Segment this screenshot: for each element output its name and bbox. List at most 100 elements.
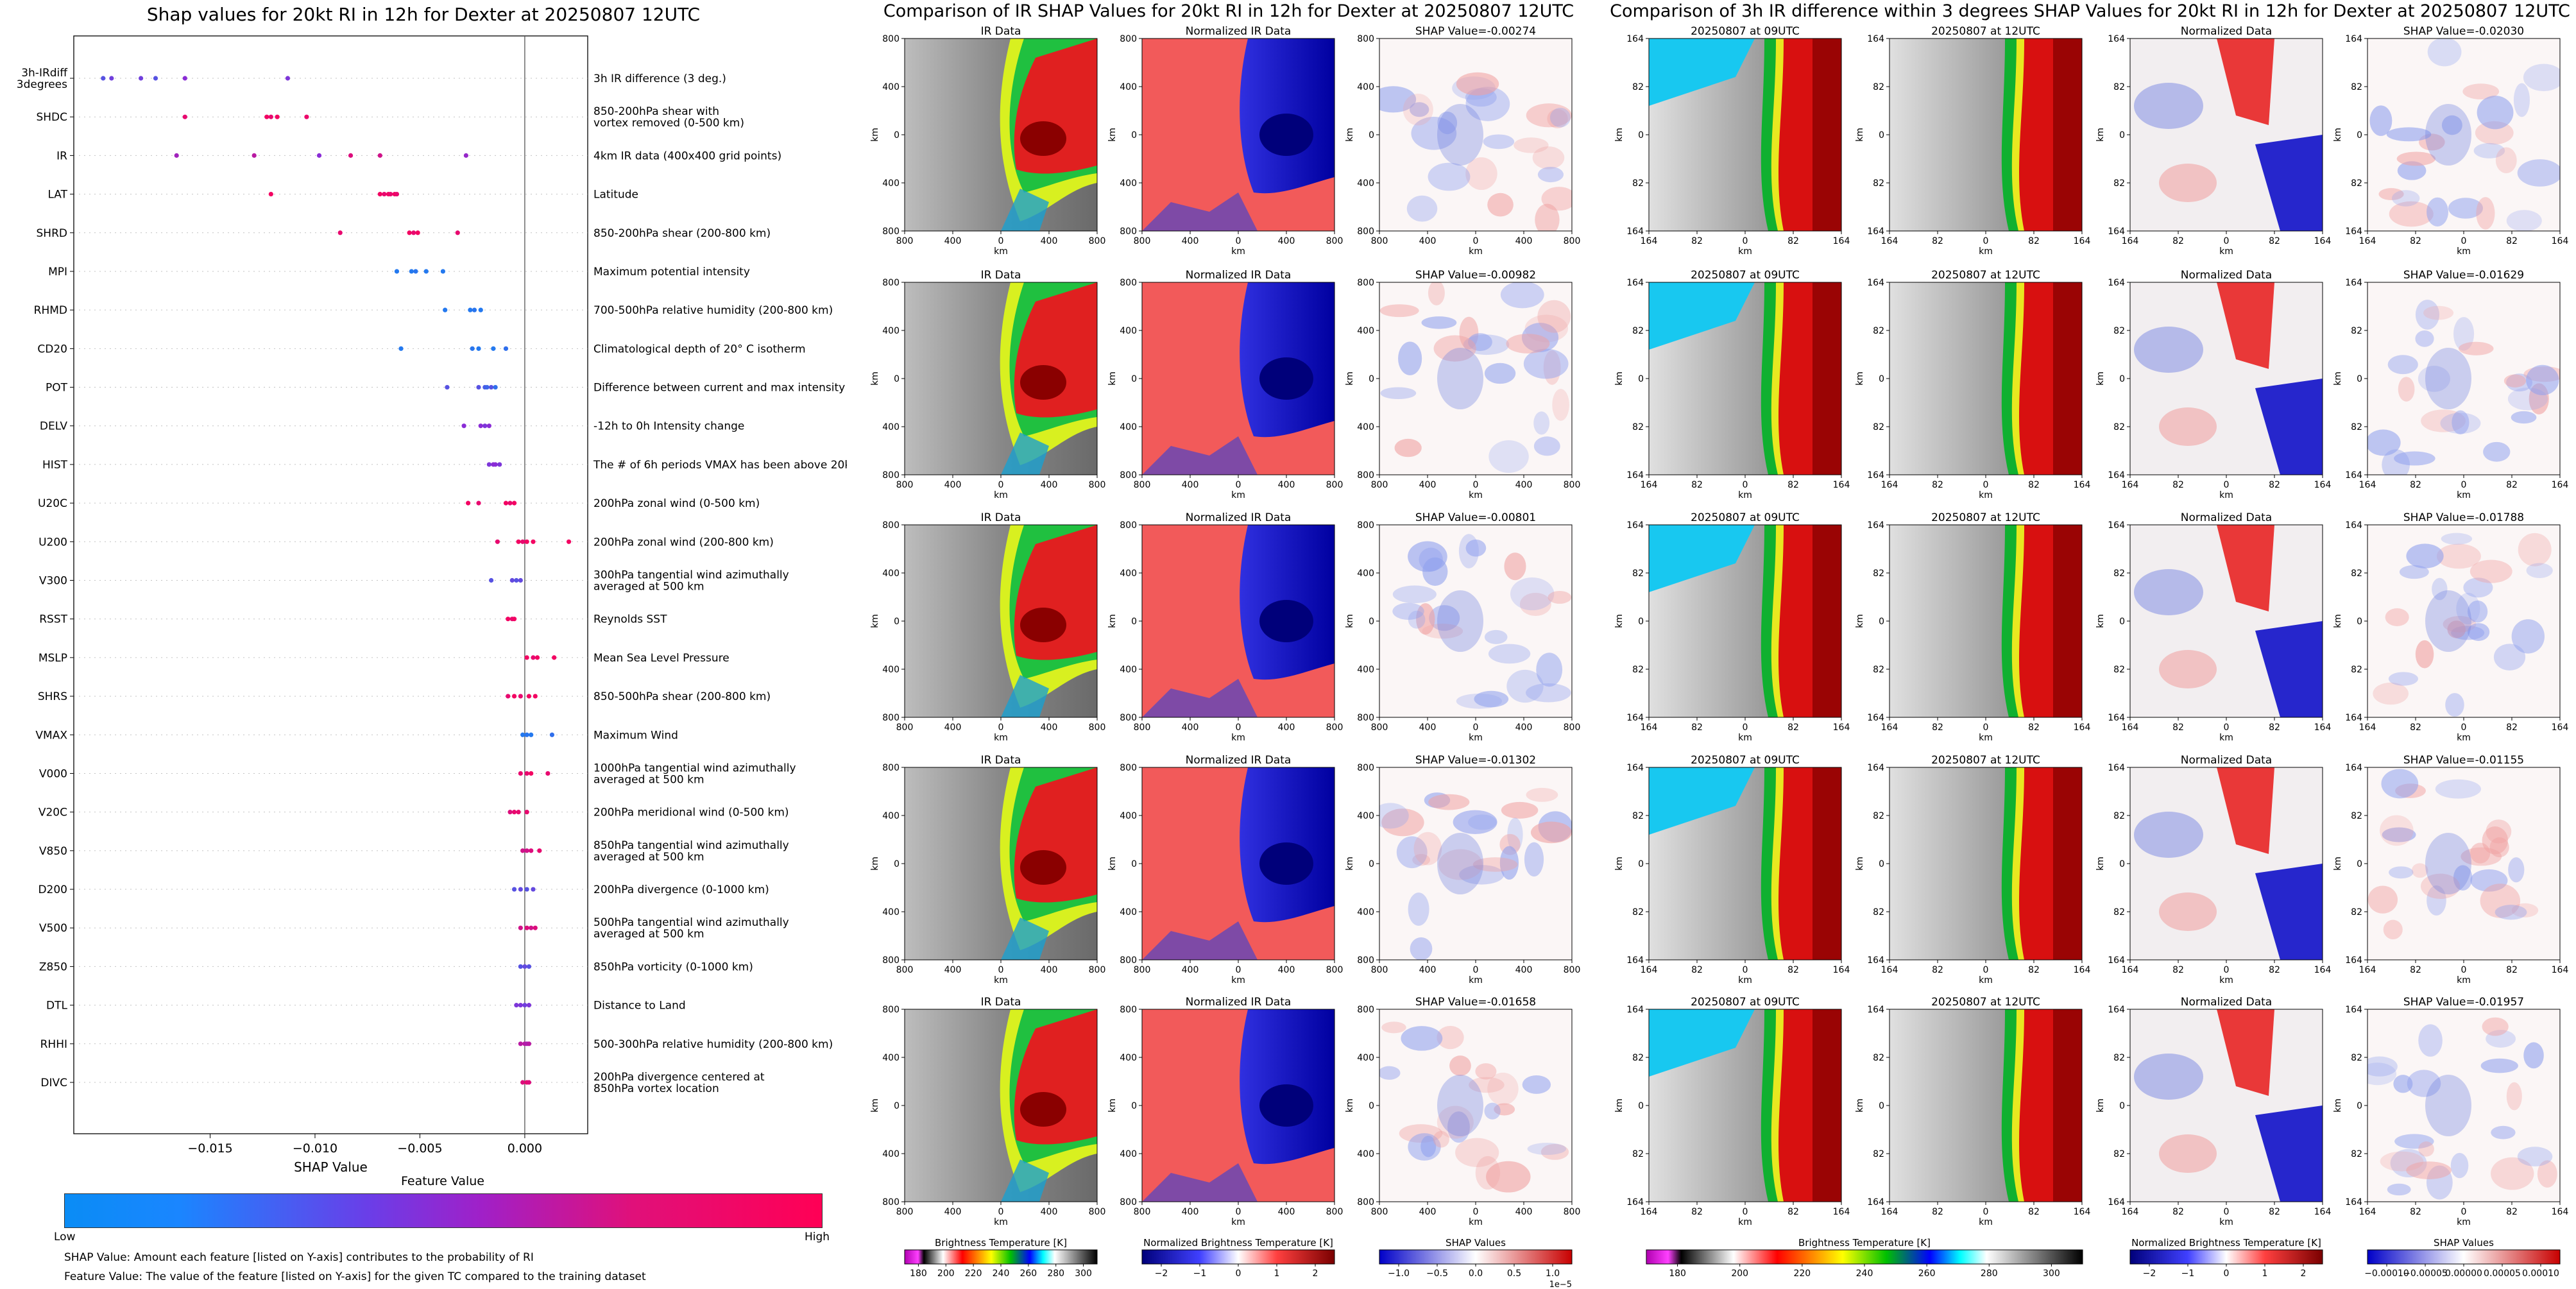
y-axis-label: km — [1855, 857, 1865, 871]
normalized-diff-image — [2130, 525, 2323, 717]
y-tick-label: 400 — [1120, 568, 1137, 579]
feature-label: POT — [46, 382, 68, 395]
x-axis-label: km — [2219, 1217, 2233, 1227]
x-tick-label: 82 — [2506, 1207, 2518, 1217]
x-tick-label: 82 — [1787, 965, 1799, 975]
shap-point — [511, 694, 517, 699]
y-axis-label: km — [870, 128, 880, 142]
feature-label: SHRD — [37, 227, 67, 240]
feature-description: 200hPa divergence centered at — [593, 1071, 765, 1084]
feature-description: 200hPa meridional wind (0-500 km) — [593, 807, 789, 819]
feature-label: U200 — [38, 536, 67, 549]
y-tick-label: 82 — [1873, 422, 1884, 432]
y-tick-label: 164 — [1867, 278, 1884, 288]
shap-map-image — [1379, 38, 1572, 231]
x-tick-label: 0 — [2461, 480, 2467, 490]
y-tick-label: 164 — [1626, 226, 1644, 237]
x-tick-label: 800 — [1564, 480, 1581, 490]
colorbar-tick-label: 2 — [2301, 1268, 2307, 1279]
feature-label: U20C — [38, 497, 67, 510]
y-axis-label: km — [1345, 128, 1355, 142]
y-tick-label: 0 — [1879, 617, 1884, 627]
y-tick-label: 800 — [882, 763, 900, 773]
x-axis-label: km — [2457, 246, 2471, 257]
y-tick-label: 0 — [1638, 617, 1644, 627]
y-axis-label: km — [1855, 371, 1865, 386]
x-tick-label: 164 — [2074, 480, 2091, 490]
y-tick-label: 82 — [2351, 665, 2362, 675]
y-tick-label: 82 — [2113, 665, 2125, 675]
y-tick-label: 0 — [1879, 859, 1884, 869]
feature-description: averaged at 500 km — [593, 928, 704, 941]
y-tick-label: 164 — [1867, 34, 1884, 44]
x-tick-label: 82 — [1691, 1207, 1703, 1217]
x-tick-label: 82 — [1787, 1207, 1799, 1217]
y-tick-label: 0 — [1879, 1101, 1884, 1111]
ir-12utc-image — [1889, 282, 2082, 475]
x-tick-label: 800 — [1371, 480, 1388, 490]
y-tick-label: 0 — [1369, 617, 1374, 627]
y-tick-label: 0 — [894, 617, 900, 627]
y-tick-label: 800 — [882, 226, 900, 237]
shap-point — [409, 269, 414, 274]
y-axis-label: km — [2333, 371, 2343, 386]
shap-point — [109, 76, 114, 81]
subplot-title: SHAP Value=-0.01658 — [1415, 996, 1536, 1009]
colorbar-tick-label: −1 — [1193, 1268, 1207, 1279]
x-tick-label: 800 — [1326, 722, 1343, 733]
colorbar-tick-label: 0.0 — [1469, 1268, 1483, 1279]
y-tick-label: 82 — [1873, 907, 1884, 918]
colorbar-tick-label: −2 — [1155, 1268, 1168, 1279]
feature-label: V20C — [38, 807, 67, 819]
feature-description: -12h to 0h Intensity change — [593, 420, 744, 433]
shap-point — [489, 577, 494, 583]
y-tick-label: 164 — [2345, 520, 2362, 531]
normalized-diff-image — [2130, 1009, 2323, 1202]
y-tick-label: 164 — [2345, 1197, 2362, 1208]
y-tick-label: 82 — [1873, 1053, 1884, 1063]
y-tick-label: 82 — [2351, 422, 2362, 432]
x-tick-label: 82 — [2269, 965, 2280, 975]
shap-point — [493, 384, 498, 390]
x-tick-label: 164 — [2314, 722, 2332, 733]
feature-label: DELV — [40, 420, 67, 433]
x-tick-label: 400 — [944, 480, 962, 490]
x-tick-label: 82 — [2506, 965, 2518, 975]
colorbar-tick-label: 0 — [2224, 1268, 2230, 1279]
colorbar-tick-label: −2 — [2143, 1268, 2156, 1279]
feature-description: 850-500hPa shear (200-800 km) — [593, 690, 771, 703]
y-tick-label: 82 — [2351, 568, 2362, 579]
y-tick-label: 164 — [1626, 1005, 1644, 1015]
diff-panel-title: Comparison of 3h IR difference within 3 … — [1610, 1, 2570, 21]
x-tick-label: 400 — [1041, 722, 1058, 733]
y-tick-label: 82 — [1632, 82, 1644, 92]
x-tick-label: 400 — [1515, 965, 1533, 975]
x-tick-label: 400 — [1419, 1207, 1437, 1217]
x-tick-label: −0.005 — [397, 1141, 442, 1156]
x-axis-label: km — [1231, 975, 1245, 986]
colorbar-tick-label: 1 — [2262, 1268, 2268, 1279]
y-tick-label: 164 — [2108, 713, 2125, 723]
feature-label: RHMD — [34, 304, 67, 317]
feature-description: 4km IR data (400x400 grid points) — [593, 149, 781, 162]
y-tick-label: 164 — [1867, 763, 1884, 773]
x-tick-label: 0 — [1236, 1207, 1241, 1217]
y-tick-label: 0 — [2357, 1101, 2362, 1111]
shap-point — [529, 848, 534, 853]
x-tick-label: 400 — [944, 1207, 962, 1217]
feature-value-colorbar — [64, 1193, 823, 1228]
feature-description: 3h IR difference (3 deg.) — [593, 73, 726, 85]
feature-description: averaged at 500 km — [593, 581, 704, 593]
y-tick-label: 0 — [2119, 617, 2125, 627]
y-tick-label: 82 — [2113, 326, 2125, 336]
x-tick-label: 82 — [2028, 722, 2040, 733]
normalized-ir-image — [1142, 1009, 1335, 1202]
normalized-ir-image — [1142, 525, 1335, 717]
colorbar-label: Brightness Temperature [K] — [935, 1237, 1067, 1249]
y-tick-label: 82 — [1632, 326, 1644, 336]
x-tick-label: 800 — [1564, 236, 1581, 246]
x-tick-label: 164 — [1641, 480, 1658, 490]
x-tick-label: 0 — [1743, 1207, 1748, 1217]
shap-point — [526, 694, 532, 699]
shap-point — [275, 114, 280, 119]
